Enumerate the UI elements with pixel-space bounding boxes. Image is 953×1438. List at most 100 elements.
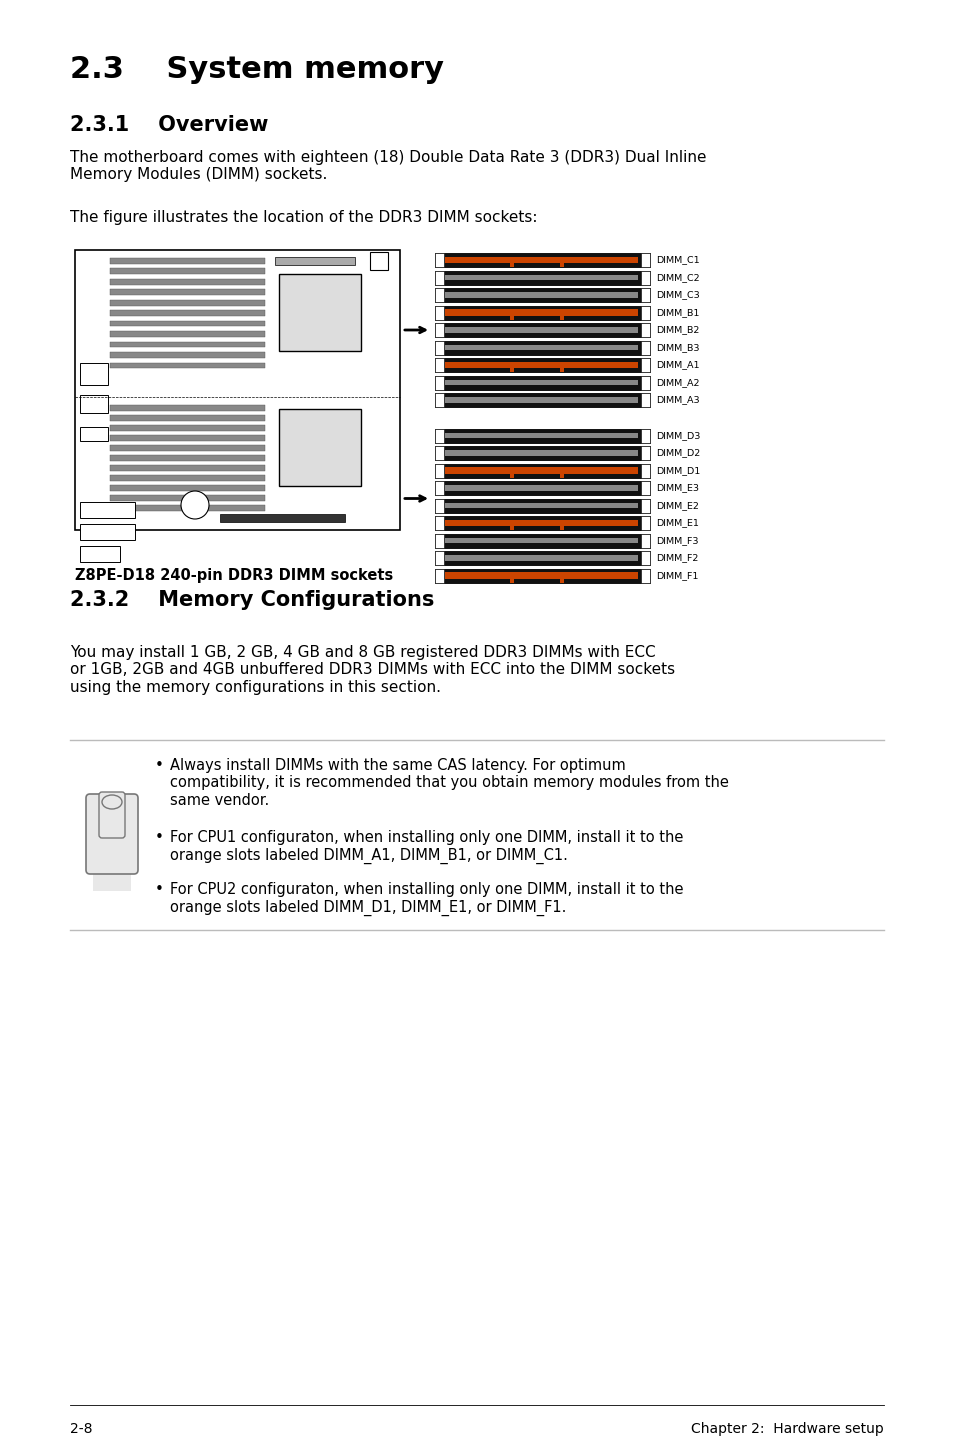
Bar: [559, 312, 563, 319]
Bar: [444, 292, 638, 298]
Bar: [110, 342, 265, 348]
Bar: [435, 358, 443, 372]
Bar: [80, 502, 135, 518]
Bar: [510, 365, 514, 372]
Text: DIMM_C2: DIMM_C2: [656, 273, 699, 282]
Bar: [444, 450, 638, 456]
Text: Always install DIMMs with the same CAS latency. For optimum
compatibility, it is: Always install DIMMs with the same CAS l…: [170, 758, 728, 808]
Text: DIMM_F1: DIMM_F1: [656, 571, 698, 580]
Bar: [80, 395, 108, 413]
Bar: [435, 358, 649, 372]
Bar: [510, 523, 514, 531]
Bar: [435, 324, 443, 336]
Bar: [110, 416, 265, 420]
Bar: [110, 475, 265, 480]
Bar: [435, 533, 649, 548]
Bar: [435, 288, 443, 302]
Bar: [435, 499, 443, 512]
FancyBboxPatch shape: [86, 794, 138, 874]
Bar: [640, 375, 649, 390]
Text: DIMM_A2: DIMM_A2: [656, 378, 699, 387]
Bar: [80, 427, 108, 441]
Text: DIMM_F2: DIMM_F2: [656, 554, 698, 562]
Bar: [435, 568, 649, 582]
Bar: [110, 454, 265, 460]
Bar: [110, 464, 265, 470]
Bar: [435, 305, 443, 319]
Bar: [444, 345, 638, 351]
Bar: [510, 575, 514, 582]
Bar: [220, 513, 345, 522]
Text: The motherboard comes with eighteen (18) Double Data Rate 3 (DDR3) Dual Inline
M: The motherboard comes with eighteen (18)…: [70, 150, 706, 183]
Bar: [110, 436, 265, 440]
Text: •: •: [154, 830, 164, 846]
Bar: [640, 393, 649, 407]
Bar: [110, 426, 265, 430]
Bar: [110, 321, 265, 326]
Bar: [444, 380, 638, 385]
Circle shape: [181, 490, 209, 519]
Bar: [510, 470, 514, 477]
Text: DIMM_A1: DIMM_A1: [656, 361, 699, 370]
Text: DIMM_F3: DIMM_F3: [656, 536, 698, 545]
Bar: [435, 324, 649, 336]
Bar: [110, 406, 265, 410]
Bar: [640, 358, 649, 372]
Bar: [444, 521, 638, 526]
Bar: [640, 480, 649, 495]
Bar: [435, 375, 443, 390]
Bar: [640, 516, 649, 531]
Bar: [510, 260, 514, 267]
Bar: [80, 362, 108, 385]
Bar: [435, 551, 649, 565]
Bar: [435, 516, 649, 531]
Bar: [110, 269, 265, 275]
Bar: [110, 505, 265, 510]
Bar: [640, 463, 649, 477]
Bar: [640, 341, 649, 355]
Text: Z8PE-D18 240-pin DDR3 DIMM sockets: Z8PE-D18 240-pin DDR3 DIMM sockets: [75, 568, 393, 582]
Bar: [110, 352, 265, 358]
Text: DIMM_E3: DIMM_E3: [656, 483, 699, 492]
Bar: [435, 499, 649, 512]
Bar: [444, 257, 638, 263]
Bar: [444, 397, 638, 403]
Text: DIMM_B1: DIMM_B1: [656, 308, 699, 316]
Bar: [435, 270, 649, 285]
Text: DIMM_D2: DIMM_D2: [656, 449, 700, 457]
Text: Chapter 2:  Hardware setup: Chapter 2: Hardware setup: [691, 1422, 883, 1437]
Bar: [559, 470, 563, 477]
Bar: [444, 572, 638, 578]
Bar: [110, 279, 265, 285]
Text: The figure illustrates the location of the DDR3 DIMM sockets:: The figure illustrates the location of t…: [70, 210, 537, 224]
Bar: [435, 375, 649, 390]
Bar: [559, 365, 563, 372]
Bar: [640, 551, 649, 565]
Bar: [80, 523, 135, 541]
Bar: [435, 341, 443, 355]
Bar: [435, 270, 443, 285]
Bar: [435, 288, 649, 302]
Bar: [435, 533, 443, 548]
Text: DIMM_D3: DIMM_D3: [656, 431, 700, 440]
Text: DIMM_E2: DIMM_E2: [656, 500, 699, 510]
Text: DIMM_E1: DIMM_E1: [656, 519, 699, 528]
Bar: [559, 260, 563, 267]
Bar: [435, 393, 443, 407]
Bar: [435, 480, 649, 495]
Text: •: •: [154, 881, 164, 897]
Bar: [435, 253, 649, 267]
FancyBboxPatch shape: [278, 408, 360, 486]
Text: DIMM_A3: DIMM_A3: [656, 395, 699, 404]
Bar: [640, 499, 649, 512]
Bar: [435, 551, 443, 565]
Bar: [370, 252, 388, 270]
Text: 2-8: 2-8: [70, 1422, 92, 1437]
FancyBboxPatch shape: [92, 864, 131, 892]
Bar: [435, 305, 649, 319]
Text: DIMM_B3: DIMM_B3: [656, 344, 699, 352]
Bar: [444, 555, 638, 561]
Bar: [110, 331, 265, 336]
Bar: [640, 305, 649, 319]
Bar: [435, 393, 649, 407]
